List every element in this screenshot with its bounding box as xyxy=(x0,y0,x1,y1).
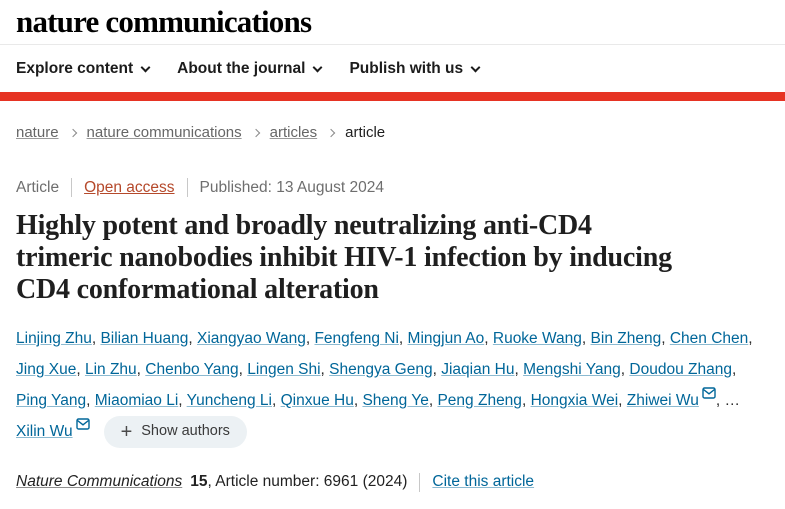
author-link-chen-chen[interactable]: Chen Chen xyxy=(669,330,749,347)
nav-item-publish-with-us[interactable]: Publish with us xyxy=(349,60,481,78)
breadcrumb-item-article: article xyxy=(345,124,386,141)
nav-item-about-the-journal[interactable]: About the journal xyxy=(177,60,323,78)
nav-item-explore-content[interactable]: Explore content xyxy=(16,60,151,78)
nav-item-label: About the journal xyxy=(177,60,306,77)
meta-divider xyxy=(186,178,188,197)
chevron-right-icon xyxy=(251,128,260,137)
envelope-icon[interactable] xyxy=(75,418,90,430)
article-title: Highly potent and broadly neutralizing a… xyxy=(16,210,769,306)
author-link-fengfeng-ni[interactable]: Fengfeng Ni xyxy=(314,330,399,347)
author-link-bin-zheng[interactable]: Bin Zheng xyxy=(590,330,662,347)
authors-ellipsis: … xyxy=(724,392,740,409)
author-link-mengshi-yang[interactable]: Mengshi Yang xyxy=(523,361,621,378)
plus-icon: + xyxy=(120,420,133,443)
meta-divider xyxy=(71,178,73,197)
authors-list: Linjing Zhu, Bilian Huang, Xiangyao Wang… xyxy=(16,330,753,440)
author-link-zhiwei-wu[interactable]: Zhiwei Wu xyxy=(626,392,699,409)
published-date: Published: 13 August 2024 xyxy=(199,178,384,196)
show-authors-button[interactable]: + Show authors xyxy=(103,416,247,448)
breadcrumb-item-nature-communications[interactable]: nature communications xyxy=(86,124,242,141)
chevron-right-icon xyxy=(68,128,77,137)
author-link-lingen-shi[interactable]: Lingen Shi xyxy=(247,361,321,378)
open-access-link[interactable]: Open access xyxy=(84,178,175,196)
author-link-shengya-geng[interactable]: Shengya Geng xyxy=(329,361,433,378)
brand-red-bar xyxy=(0,92,785,101)
volume-number: 15 xyxy=(190,473,208,491)
author-link-sheng-ye[interactable]: Sheng Ye xyxy=(362,392,429,409)
author-link-yuncheng-li[interactable]: Yuncheng Li xyxy=(186,392,272,409)
masthead: nature communications xyxy=(0,0,785,44)
author-link-linjing-zhu[interactable]: Linjing Zhu xyxy=(16,330,92,347)
author-link-peng-zheng[interactable]: Peng Zheng xyxy=(437,392,522,409)
journal-logo[interactable]: nature communications xyxy=(16,4,312,39)
author-link-bilian-huang[interactable]: Bilian Huang xyxy=(100,330,189,347)
article-page: nature nature communications articles artic… xyxy=(0,124,785,492)
envelope-icon[interactable] xyxy=(702,387,716,399)
chevron-down-icon xyxy=(140,62,151,72)
main-nav: Explore content About the journal Publish … xyxy=(0,44,785,92)
author-link-chenbo-yang[interactable]: Chenbo Yang xyxy=(145,361,239,378)
article-meta-row: Article Open access Published: 13 August… xyxy=(16,178,769,197)
cite-this-article-link[interactable]: Cite this article xyxy=(432,473,535,491)
site-header: nature communications Explore content Abo… xyxy=(0,0,785,101)
author-link-qinxue-hu[interactable]: Qinxue Hu xyxy=(280,392,354,409)
breadcrumb: nature nature communications articles artic… xyxy=(16,124,769,141)
author-link-mingjun-ao[interactable]: Mingjun Ao xyxy=(407,330,485,347)
article-type-label: Article xyxy=(16,178,60,196)
chevron-down-icon xyxy=(312,62,323,72)
citation-divider xyxy=(419,472,421,492)
chevron-right-icon xyxy=(326,128,336,137)
author-link-jing-xue[interactable]: Jing Xue xyxy=(16,361,77,378)
citation-row: Nature Communications 15 , Article numbe… xyxy=(16,472,769,492)
article-number-text: , Article number: 6961 (2024) xyxy=(207,473,408,491)
chevron-down-icon xyxy=(470,62,481,72)
article-title-line: Highly potent and broadly neutralizing a… xyxy=(16,210,592,241)
author-link-miaomiao-li[interactable]: Miaomiao Li xyxy=(94,392,179,409)
article-title-line: CD4 conformational alteration xyxy=(16,274,379,305)
journal-name-link[interactable]: Nature Communications xyxy=(16,473,183,491)
breadcrumb-item-articles[interactable]: articles xyxy=(269,124,318,141)
author-link-hongxia-wei[interactable]: Hongxia Wei xyxy=(530,392,619,409)
author-link-xiangyao-wang[interactable]: Xiangyao Wang xyxy=(196,330,306,347)
nav-item-label: Explore content xyxy=(16,60,134,77)
authors-section: Linjing Zhu, Bilian Huang, Xiangyao Wang… xyxy=(16,323,769,448)
breadcrumb-item-nature[interactable]: nature xyxy=(16,124,59,141)
nav-item-label: Publish with us xyxy=(349,60,464,77)
author-link-ruoke-wang[interactable]: Ruoke Wang xyxy=(492,330,582,347)
author-link-xilin-wu[interactable]: Xilin Wu xyxy=(16,423,73,440)
author-link-lin-zhu[interactable]: Lin Zhu xyxy=(84,361,137,378)
show-authors-label: Show authors xyxy=(141,423,230,440)
article-title-line: trimeric nanobodies inhibit HIV-1 infect… xyxy=(16,242,672,273)
author-link-ping-yang[interactable]: Ping Yang xyxy=(16,392,87,409)
author-link-doudou-zhang[interactable]: Doudou Zhang xyxy=(629,361,732,378)
author-link-jiaqian-hu[interactable]: Jiaqian Hu xyxy=(441,361,515,378)
